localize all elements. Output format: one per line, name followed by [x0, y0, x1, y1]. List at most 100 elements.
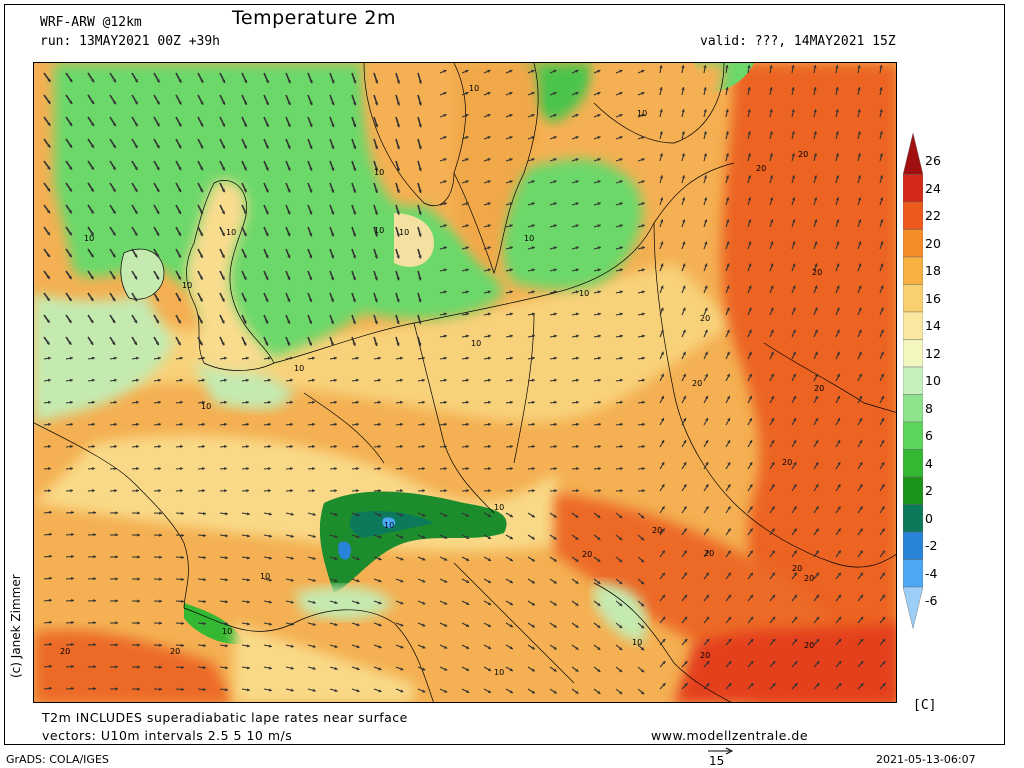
wind-arrow-head [69, 78, 73, 83]
wind-arrow-head [444, 466, 447, 471]
wind-arrow-head [576, 422, 579, 427]
legend-label: 20 [925, 235, 941, 251]
wind-arrow-head [597, 400, 601, 405]
wind-arrow-head [597, 514, 601, 518]
wind-arrow-head [422, 489, 425, 493]
wind-arrow-head [881, 550, 885, 554]
wind-arrow-head [640, 515, 645, 519]
wind-arrow-head [575, 400, 579, 405]
wind-arrow-head [92, 466, 95, 471]
wind-arrow-head [135, 356, 139, 360]
wind-arrow-head [443, 69, 447, 73]
wind-arrow-head [330, 320, 334, 324]
wind-arrow-head [287, 189, 291, 193]
wind-arrow-head [353, 80, 357, 84]
wind-arrow-head [682, 285, 686, 289]
wind-arrow-head [115, 533, 118, 537]
wind-arrow-head [290, 666, 294, 670]
wind-arrow-head [418, 320, 422, 325]
wind-arrow-head [243, 123, 247, 127]
wind-arrow-head [532, 444, 535, 449]
hot-hungary [554, 493, 834, 663]
wind-arrow-head [836, 373, 840, 378]
wind-arrow-head [312, 512, 316, 516]
wind-arrow-head [356, 645, 360, 649]
wind-arrow-head [115, 621, 118, 625]
website-link[interactable]: www.modellzentrale.de [651, 728, 809, 743]
wind-arrow-head [660, 351, 664, 355]
wind-arrow-head [620, 444, 623, 449]
wind-arrow-head [136, 466, 139, 471]
wind-arrow-head [597, 536, 601, 540]
wind-arrow-head [815, 550, 819, 554]
wind-arrow-head [487, 514, 492, 517]
wind-arrow-head [619, 515, 623, 519]
wind-arrow-head [881, 462, 885, 466]
wind-arrow-head [356, 557, 360, 561]
wind-arrow-head [575, 158, 579, 162]
wind-arrow-head [553, 268, 557, 272]
wind-arrow-head [682, 307, 686, 311]
wind-arrow-head [312, 622, 316, 626]
wind-arrow-head [640, 581, 645, 585]
wind-arrow-head [597, 290, 601, 294]
wind-arrow-head [396, 211, 400, 215]
wind-arrow-head [791, 153, 795, 157]
wind-arrow-head [597, 158, 601, 162]
wind-arrow-head [265, 211, 269, 215]
wind-arrow-head [836, 219, 840, 223]
wind-arrow-head [747, 175, 752, 179]
wind-arrow-head [683, 594, 687, 598]
wind-arrow-head [90, 188, 94, 192]
wind-arrow-head [837, 594, 841, 598]
wind-arrow-head [465, 158, 469, 162]
wind-arrow-head [136, 422, 139, 427]
wind-arrow-head [268, 688, 272, 692]
legend-label: 4 [925, 455, 933, 471]
wind-arrow-head [137, 533, 140, 537]
wind-arrow-head [71, 554, 74, 559]
wind-arrow-head [770, 351, 774, 355]
wind-arrow-head [814, 219, 818, 223]
wind-arrow-head [443, 158, 447, 162]
wind-arrow-head [619, 400, 623, 405]
wind-arrow-head [703, 65, 707, 69]
wind-arrow-head [659, 87, 663, 91]
wind-arrow-head [181, 643, 184, 648]
wind-arrow-head [243, 320, 247, 324]
wind-arrow-head [727, 528, 731, 532]
wind-arrow-head [793, 462, 797, 466]
wind-arrow-head [681, 197, 686, 201]
wind-arrow-head [641, 91, 645, 95]
wind-arrow-head [792, 241, 796, 245]
wind-arrow-head [47, 144, 51, 148]
wind-arrow-head [71, 532, 74, 537]
map-svg: 10 10 10 10 10 10 10 10 10 10 10 10 10 1… [34, 63, 896, 702]
borders [34, 63, 896, 702]
wind-arrow-head [641, 180, 645, 184]
wind-arrow-head [727, 440, 731, 444]
wind-arrow-head [400, 689, 404, 693]
wind-arrow-head [334, 489, 337, 493]
legend-label: -6 [925, 593, 938, 608]
wind-arrow-head [662, 638, 666, 643]
wind-arrow-head [71, 686, 74, 691]
wind-arrow-head [199, 232, 203, 236]
legend-swatch [903, 174, 923, 203]
wind-arrow-head [531, 624, 535, 628]
wind-arrow-head [465, 378, 469, 382]
wind-arrow-head [312, 489, 315, 493]
wind-arrow-head [378, 444, 381, 449]
wind-arrow-head [575, 690, 579, 694]
wind-arrow-head [222, 123, 226, 127]
wind-arrow-head [704, 307, 708, 311]
wind-arrow-head [619, 180, 623, 184]
wind-arrow-head [443, 180, 447, 184]
wind-arrow-head [509, 246, 513, 250]
wind-arrow-head [661, 440, 665, 444]
wind-arrow-head [465, 667, 470, 671]
wind-arrow-head [356, 466, 359, 471]
wind-arrow-head [93, 665, 96, 669]
legend-label: 18 [925, 263, 941, 278]
wind-arrow-head [619, 559, 623, 563]
